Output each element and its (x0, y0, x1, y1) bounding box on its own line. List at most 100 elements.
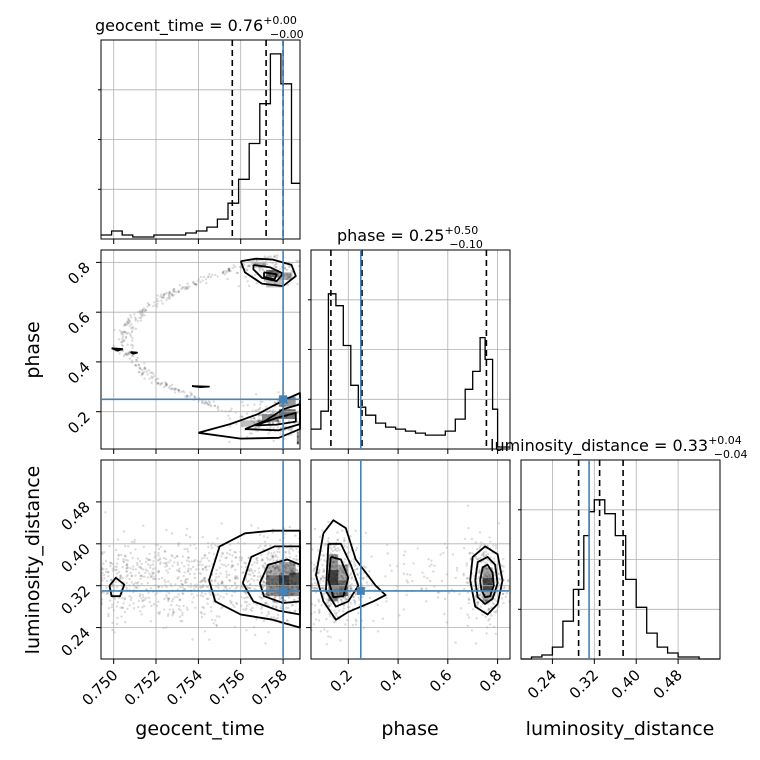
scatter-point (406, 581, 410, 584)
scatter-point (121, 566, 124, 569)
scatter-point (341, 576, 345, 580)
scatter-point (271, 531, 274, 534)
density-cell (266, 564, 279, 576)
scatter-point (128, 595, 131, 598)
scatter-point (138, 366, 141, 369)
scatter-point (272, 255, 276, 258)
scatter-point (216, 275, 219, 278)
scatter-point (296, 442, 300, 446)
scatter-point (121, 576, 125, 580)
scatter-point (276, 420, 279, 423)
scatter-point (229, 599, 232, 602)
scatter-point (486, 544, 489, 547)
x-tick-label: 0.48 (650, 666, 686, 702)
scatter-point (261, 586, 265, 589)
scatter-point (120, 333, 123, 336)
scatter-point (178, 615, 182, 618)
scatter-point (318, 570, 321, 573)
scatter-point (167, 597, 170, 600)
scatter-point (266, 592, 269, 596)
scatter-point (487, 608, 491, 611)
scatter-point (326, 539, 330, 543)
scatter-point (252, 417, 255, 420)
scatter-point (119, 341, 123, 344)
scatter-point (336, 549, 339, 553)
scatter-point (180, 561, 183, 564)
scatter-point (255, 426, 258, 430)
scatter-point (201, 568, 205, 571)
scatter-point (293, 610, 296, 613)
density-cell (266, 279, 283, 288)
scatter-point (132, 568, 135, 571)
scatter-point (280, 562, 283, 565)
scatter-point (151, 376, 154, 380)
scatter-point (181, 583, 184, 586)
scatter-point (284, 606, 288, 610)
scatter-point (216, 406, 219, 410)
scatter-point (204, 554, 207, 557)
scatter-point (322, 579, 325, 583)
scatter-point (276, 588, 279, 591)
scatter-point (277, 391, 280, 394)
scatter-point (232, 564, 235, 567)
scatter-point (225, 592, 228, 596)
scatter-point (485, 575, 488, 578)
scatter-point (245, 269, 249, 272)
scatter-point (119, 574, 123, 578)
scatter-point (127, 331, 130, 335)
scatter-point (215, 615, 218, 618)
scatter-point (227, 414, 230, 417)
scatter-point (228, 553, 231, 556)
scatter-point (245, 578, 248, 581)
x-tick-label: 0.4 (376, 666, 406, 696)
scatter-point (266, 571, 269, 574)
scatter-point (470, 537, 473, 541)
scatter-point (326, 601, 330, 604)
scatter-point (133, 538, 136, 542)
scatter-point (174, 583, 177, 586)
scatter-point (325, 598, 328, 601)
scatter-point (126, 343, 129, 346)
scatter-point (177, 390, 181, 393)
scatter-point (163, 292, 167, 296)
scatter-point (271, 421, 274, 425)
scatter-point (235, 602, 239, 606)
scatter-point (176, 563, 180, 566)
scatter-point (121, 331, 124, 334)
scatter-point (274, 566, 278, 570)
scatter-point (287, 265, 291, 269)
scatter-point (357, 611, 360, 615)
scatter-point (328, 612, 331, 615)
scatter-point (174, 388, 177, 391)
scatter-point (224, 565, 228, 568)
scatter-point (177, 569, 181, 572)
scatter-point (273, 592, 276, 596)
scatter-point (338, 548, 341, 552)
scatter-point (292, 549, 295, 552)
scatter-point (121, 349, 125, 352)
x-tick-label: 0.32 (566, 666, 602, 702)
scatter-point (168, 293, 171, 296)
scatter-point (266, 591, 269, 594)
scatter-point (186, 550, 190, 553)
scatter-point (292, 564, 295, 567)
scatter-point (108, 544, 111, 548)
scatter-point (140, 372, 144, 375)
scatter-point (333, 553, 336, 556)
scatter-point (475, 557, 478, 561)
scatter-point (156, 294, 159, 297)
scatter-point (152, 301, 156, 304)
scatter-point (167, 580, 170, 583)
scatter-point (289, 265, 292, 268)
scatter-point (489, 607, 493, 610)
scatter-point (477, 586, 480, 589)
scatter-point (233, 581, 237, 584)
scatter-point (471, 608, 475, 611)
scatter-point (267, 594, 271, 597)
scatter-point (334, 620, 337, 623)
scatter-point (274, 563, 278, 566)
scatter-point (225, 556, 229, 559)
scatter-point (255, 557, 259, 560)
scatter-point (184, 578, 188, 581)
scatter-point (335, 591, 338, 595)
